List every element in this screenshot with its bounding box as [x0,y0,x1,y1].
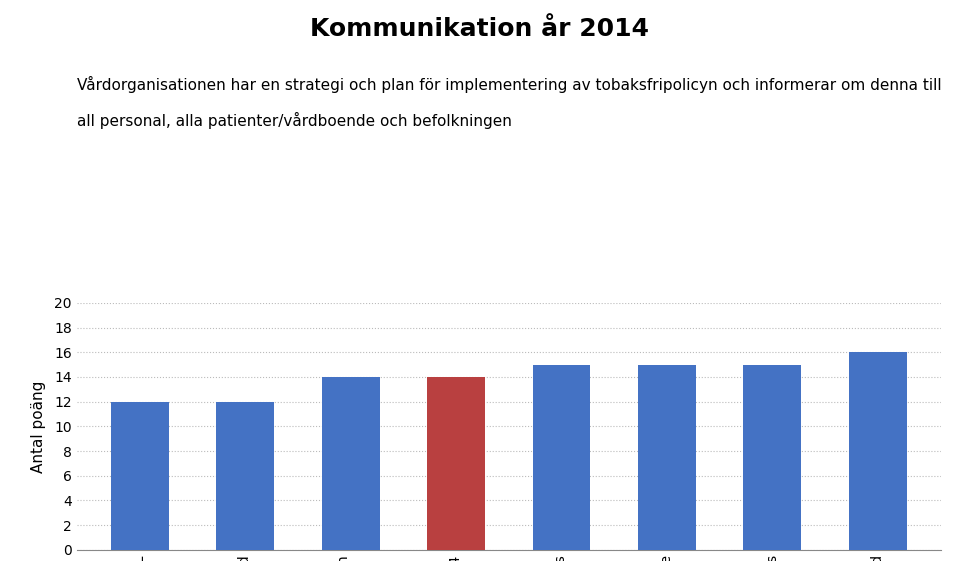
Text: Vårdorganisationen har en strategi och plan för implementering av tobaksfripolic: Vårdorganisationen har en strategi och p… [77,76,942,93]
Text: all personal, alla patienter/vårdboende och befolkningen: all personal, alla patienter/vårdboende … [77,112,512,129]
Bar [322,377,380,550]
Y-axis label: Antal poäng: Antal poäng [31,380,46,472]
Bar [427,377,485,550]
Bar [111,402,169,550]
Bar [216,402,275,550]
Bar [637,365,696,550]
Bar [743,365,802,550]
Bar [849,352,906,550]
Text: Kommunikation år 2014: Kommunikation år 2014 [310,17,650,41]
Bar [533,365,590,550]
